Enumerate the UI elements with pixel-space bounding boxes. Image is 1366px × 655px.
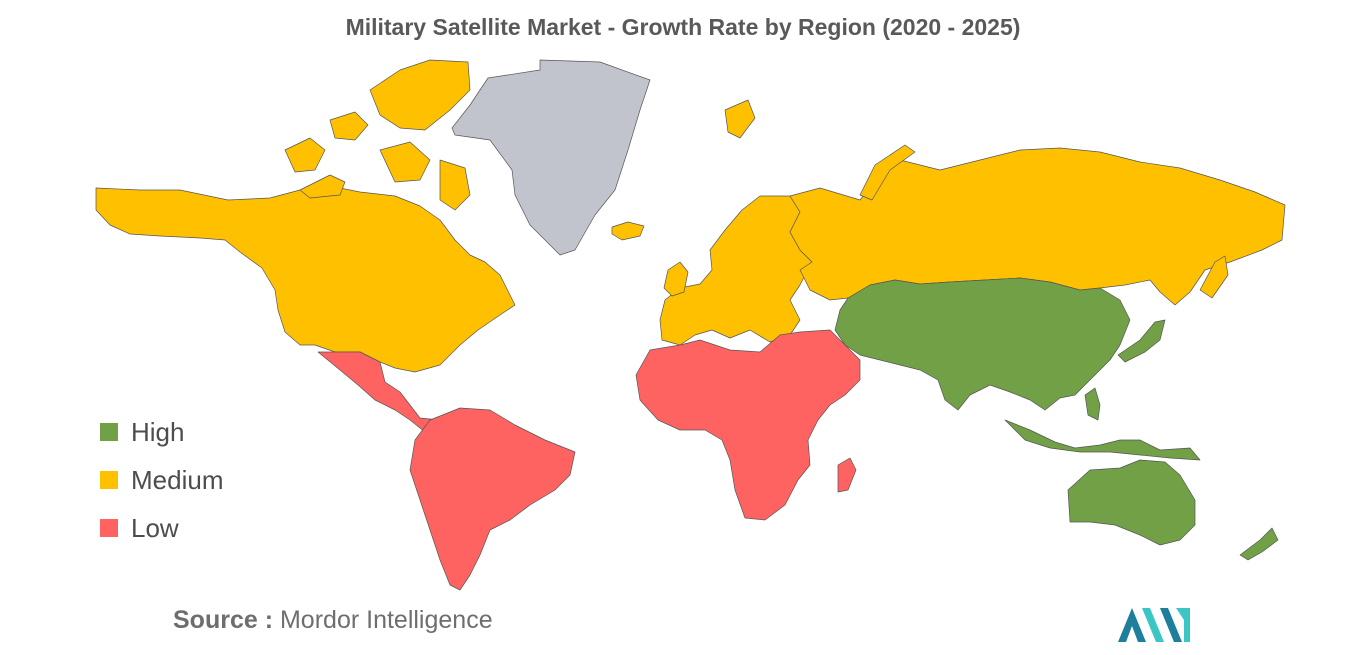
region-uk <box>663 261 689 297</box>
legend-item-high: High <box>100 408 223 456</box>
region-north-america <box>95 185 516 373</box>
region-kamchatka <box>1199 255 1229 299</box>
legend-swatch-high <box>100 423 118 441</box>
region-russia <box>789 147 1286 306</box>
legend-label-medium: Medium <box>131 464 224 495</box>
region-madagascar <box>837 457 857 493</box>
region-iceland <box>611 221 645 241</box>
mordor-logo-icon <box>1118 608 1190 642</box>
region-novaya-zemlya <box>859 144 916 201</box>
legend: High Medium Low <box>100 408 223 552</box>
region-philippines <box>1084 387 1101 421</box>
region-indonesia <box>1004 419 1201 461</box>
legend-swatch-low <box>100 519 118 537</box>
region-south-america <box>409 407 576 591</box>
region-greenland <box>451 59 651 256</box>
region-asia <box>834 277 1131 411</box>
source-prefix: Source : <box>173 606 274 634</box>
source-text: Mordor Intelligence <box>279 606 493 634</box>
region-middle-east-africa <box>635 329 861 521</box>
region-japan <box>1117 319 1166 363</box>
legend-item-low: Low <box>100 504 223 552</box>
source-note: Source : Mordor Intelligence <box>173 606 493 635</box>
chart-title: Military Satellite Market - Growth Rate … <box>345 14 1021 40</box>
legend-label-low: Low <box>131 512 179 543</box>
legend-swatch-medium <box>100 471 118 489</box>
region-new-zealand <box>1239 527 1279 561</box>
legend-item-medium: Medium <box>100 456 223 504</box>
legend-label-high: High <box>131 416 185 447</box>
region-australia <box>1067 459 1196 546</box>
region-arctic-islands <box>284 59 471 211</box>
region-svalbard <box>724 99 756 139</box>
